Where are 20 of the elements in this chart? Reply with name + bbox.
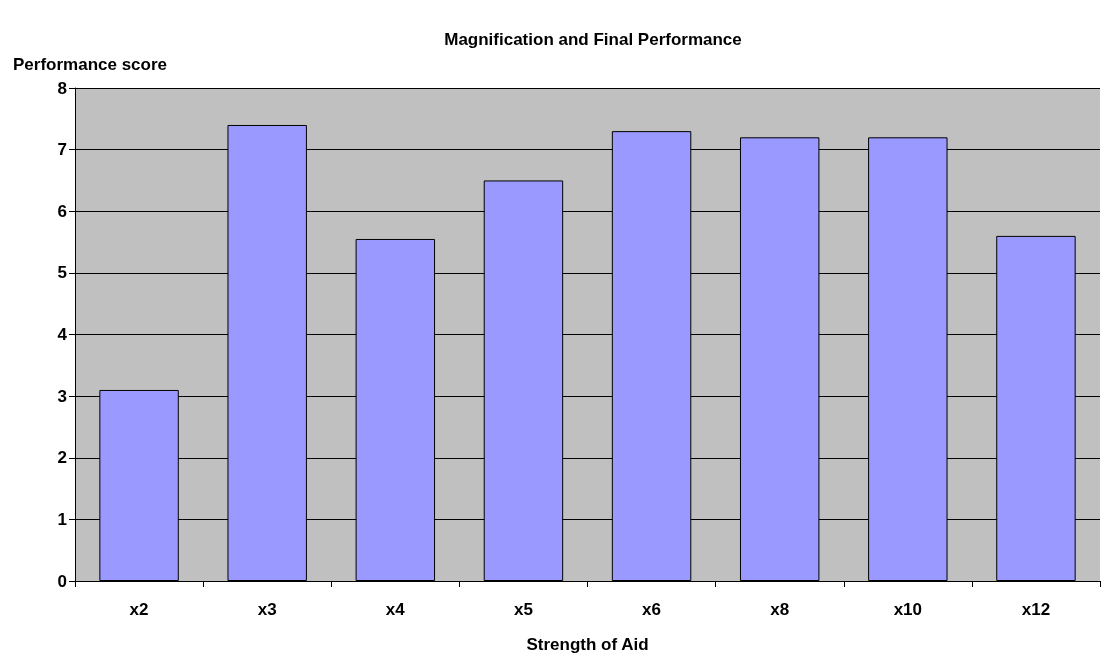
x-tick-label: x6: [642, 600, 662, 619]
x-axis-title: Strength of Aid: [526, 635, 649, 654]
x-tick-label: x4: [385, 600, 406, 619]
y-axis-title: Performance score: [13, 54, 168, 74]
x-tick-label: x5: [513, 600, 533, 619]
y-tick-label: 6: [57, 201, 67, 221]
y-tick-label: 7: [57, 140, 67, 160]
y-tick-label: 0: [57, 571, 67, 591]
y-tick-label: 4: [57, 325, 68, 344]
x-tick-label: x3: [257, 600, 277, 619]
x-tick-label: x10: [893, 600, 922, 619]
x-tick-label: x2: [129, 600, 149, 619]
x-tick-label: x8: [770, 600, 790, 619]
y-tick-label: 5: [57, 263, 67, 283]
y-tick-label: 1: [57, 509, 67, 529]
y-tick-label: 8: [57, 78, 67, 98]
y-tick-label: 3: [57, 386, 67, 406]
y-tick-label: 2: [57, 448, 67, 468]
x-tick-label: x12: [1021, 600, 1051, 619]
chart-title: Magnification and Final Performance: [444, 30, 742, 49]
